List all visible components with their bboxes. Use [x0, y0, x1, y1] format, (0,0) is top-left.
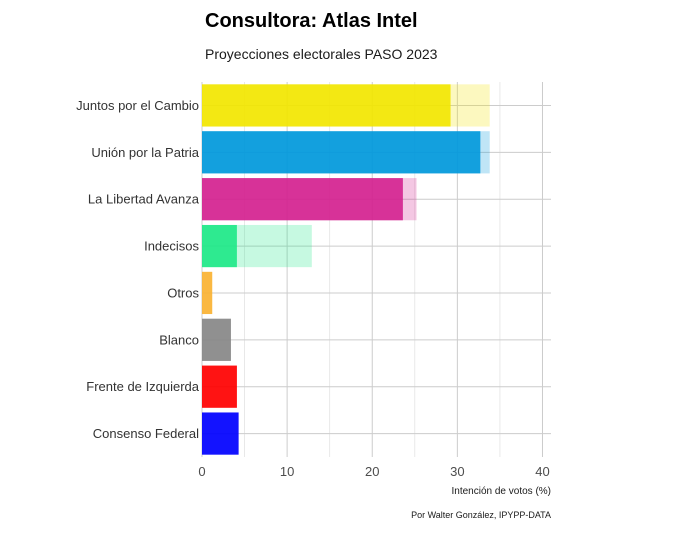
category-label: Indecisos [144, 239, 199, 254]
bar-consenso-federal [202, 412, 239, 455]
bar-la-libertad-avanza [202, 178, 403, 221]
bar-otros [202, 271, 213, 315]
category-labels: Juntos por el Cambio Unión por la Patria L… [76, 98, 200, 441]
bar-indecisos [202, 224, 237, 268]
category-label: Blanco [159, 332, 199, 347]
bar-unión-por-la-patria [202, 131, 481, 174]
chart-subtitle: Proyecciones electorales PASO 2023 [205, 46, 438, 62]
x-tick-label: 10 [280, 464, 294, 479]
bar-blanco [202, 318, 231, 361]
bar-juntos-por-el-cambio [202, 84, 451, 127]
bars [202, 84, 490, 455]
x-tick-label: 0 [198, 464, 205, 479]
category-label: Frente de Izquierda [86, 379, 200, 394]
x-axis-title: Intención de votos (%) [452, 486, 552, 497]
category-label: Consenso Federal [93, 426, 199, 441]
tick-labels: 0 10 20 30 40 [198, 464, 549, 479]
chart-caption: Por Walter González, IPYPP-DATA [411, 510, 551, 520]
category-label: Otros [167, 285, 199, 300]
category-label: La Libertad Avanza [88, 192, 200, 207]
category-label: Juntos por el Cambio [76, 98, 199, 113]
x-tick-label: 30 [450, 464, 464, 479]
x-tick-label: 40 [535, 464, 549, 479]
bar-frente-de-izquierda [202, 365, 237, 408]
x-tick-label: 20 [365, 464, 379, 479]
chart-title: Consultora: Atlas Intel [205, 10, 418, 32]
category-label: Unión por la Patria [91, 145, 199, 160]
